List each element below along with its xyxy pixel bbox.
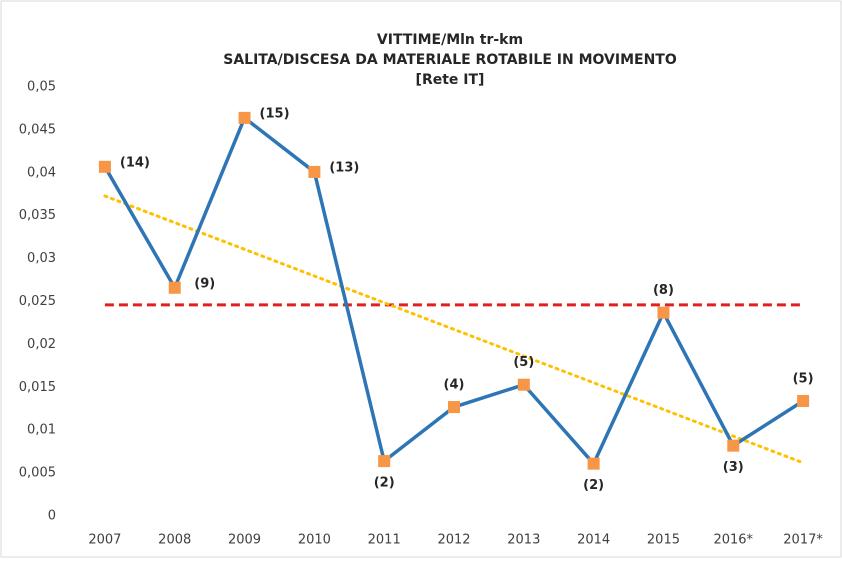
y-tick-label: 0,035 (19, 208, 56, 223)
point-annotation: (5) (513, 355, 534, 370)
marker (448, 401, 460, 414)
chart-title: [Rete IT] (416, 72, 485, 88)
y-tick-label: 0,005 (19, 466, 56, 481)
marker (657, 306, 670, 319)
x-tick-label: 2008 (158, 533, 191, 548)
point-annotation: (9) (194, 276, 215, 291)
x-tick-label: 2015 (647, 533, 680, 548)
x-tick-label: 2013 (507, 533, 540, 548)
marker (797, 395, 810, 408)
y-tick-label: 0,04 (27, 165, 56, 180)
point-annotation: (4) (444, 378, 465, 393)
x-tick-label: 2014 (577, 533, 610, 548)
marker (238, 111, 251, 124)
x-tick-label: 2007 (88, 533, 121, 548)
x-tick-label: 2009 (228, 533, 261, 548)
marker (517, 378, 530, 391)
point-annotation: (2) (374, 476, 395, 491)
marker (378, 455, 391, 468)
point-annotation: (13) (329, 160, 359, 175)
marker (168, 281, 181, 294)
marker (727, 439, 740, 452)
y-tick-label: 0,02 (27, 337, 56, 352)
x-tick-label: 2016* (713, 533, 753, 548)
x-tick-label: 2011 (368, 533, 401, 548)
point-annotation: (8) (653, 283, 674, 298)
y-tick-label: 0,05 (27, 80, 56, 95)
chart-title: VITTIME/Mln tr-km (377, 32, 523, 48)
marker (587, 457, 600, 470)
y-tick-label: 0,03 (27, 251, 56, 266)
point-annotation: (15) (260, 106, 290, 121)
trend-line (103, 194, 805, 465)
point-annotation: (3) (723, 460, 744, 475)
chart-title: SALITA/DISCESA DA MATERIALE ROTABILE IN … (223, 52, 677, 68)
y-tick-label: 0,045 (19, 122, 56, 137)
point-annotation: (14) (120, 155, 150, 170)
y-tick-label: 0,025 (19, 294, 56, 309)
y-tick-label: 0,015 (19, 380, 56, 395)
marker (98, 160, 111, 173)
x-tick-label: 2010 (298, 533, 331, 548)
y-tick-label: 0 (48, 509, 56, 524)
marker (308, 165, 321, 178)
point-annotation: (5) (793, 372, 814, 387)
x-tick-label: 2017* (783, 533, 823, 548)
y-tick-label: 0,01 (27, 423, 56, 438)
x-tick-label: 2012 (437, 533, 470, 548)
point-annotation: (2) (583, 478, 604, 493)
